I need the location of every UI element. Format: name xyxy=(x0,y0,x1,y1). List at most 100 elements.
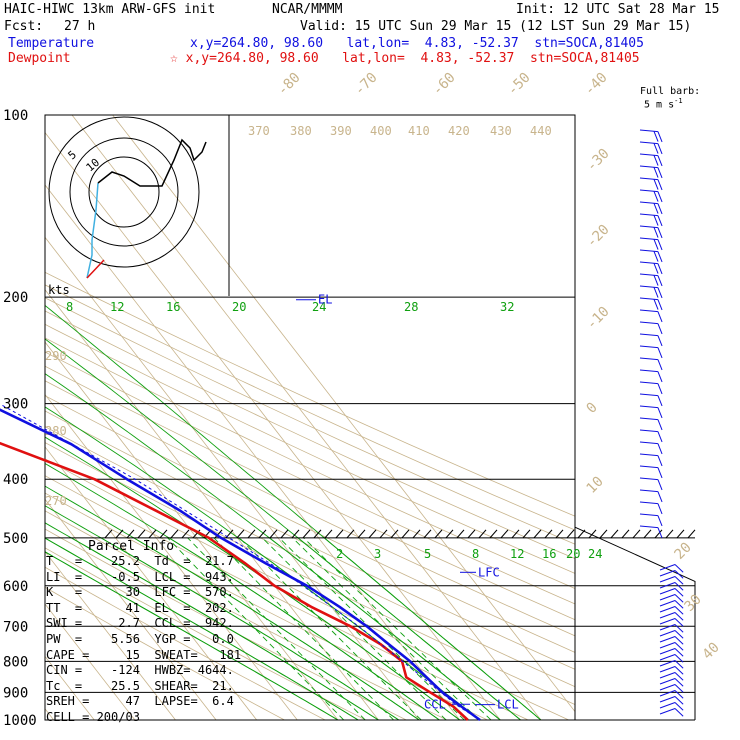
wind-barb xyxy=(659,702,684,711)
hatch-mark xyxy=(654,529,663,539)
wind-barb xyxy=(659,564,684,573)
hatch-mark xyxy=(148,529,157,539)
mixing-ratio-label: 12 xyxy=(110,300,124,314)
barb-flag xyxy=(653,287,659,298)
hatch-mark xyxy=(522,529,531,539)
barb-flag xyxy=(653,155,659,166)
barb-flag xyxy=(674,630,684,639)
dry-adiabat-line xyxy=(45,566,326,720)
wind-barb xyxy=(639,465,663,479)
barb-flag xyxy=(674,582,684,591)
hatch-mark xyxy=(302,529,311,539)
barb-staff xyxy=(639,333,658,337)
parcel-info-right xyxy=(140,710,154,724)
wind-barb xyxy=(639,429,663,443)
wind-barb xyxy=(639,501,663,515)
parcel-info-row: LI = -0.5 LCL = 943. xyxy=(46,570,261,586)
barb-staff xyxy=(639,441,658,445)
barb-flag xyxy=(657,395,663,407)
barb-staff xyxy=(659,588,676,595)
barb-flag xyxy=(653,275,659,286)
barb-flag xyxy=(653,131,659,142)
barb-flag xyxy=(657,335,663,347)
theta-label: 390 xyxy=(330,124,352,138)
barb-staff xyxy=(639,201,658,205)
barb-staff xyxy=(639,453,658,457)
wind-barb xyxy=(639,165,663,179)
wind-barb xyxy=(639,225,663,239)
hatch-mark xyxy=(291,529,300,539)
barb-flag xyxy=(674,678,684,687)
dewpoint-location: ☆ x,y=264.80, 98.60 lat,lon= 4.83, -52.3… xyxy=(170,51,640,66)
isotherm-line xyxy=(45,236,420,720)
temperature-profile xyxy=(0,408,481,722)
barb-flag xyxy=(657,503,663,515)
mixing-ratio-label: 32 xyxy=(500,300,514,314)
wind-barb xyxy=(639,525,663,539)
wind-barb xyxy=(659,594,684,603)
parcel-info-row: CIN = -124 HWBZ= 4644. xyxy=(46,663,261,679)
hatch-mark xyxy=(687,529,696,539)
barb-flag xyxy=(674,564,684,573)
barb-flag xyxy=(674,708,684,717)
level-markers: EL LFC LCL CCL xyxy=(296,293,519,712)
wind-barb xyxy=(639,201,663,215)
wind-barb xyxy=(659,570,684,579)
barb-flag xyxy=(674,570,684,579)
hatch-mark xyxy=(665,529,674,539)
barb-staff xyxy=(639,261,658,265)
wind-barb xyxy=(639,249,663,263)
hatch-mark xyxy=(434,529,443,539)
wind-barb xyxy=(639,321,663,335)
isotherm-label: -20 xyxy=(584,222,613,251)
wind-barb xyxy=(659,696,684,705)
barb-flag xyxy=(657,167,663,179)
model-title: HAIC-HIWC 13km ARW-GFS init xyxy=(4,2,216,17)
mixing-ratio-label: 20 xyxy=(232,300,246,314)
pressure-label: 300 xyxy=(3,397,28,413)
parcel-path xyxy=(0,403,481,721)
barb-flag xyxy=(657,191,663,203)
hatch-mark xyxy=(676,529,685,539)
hatch-mark xyxy=(412,529,421,539)
barb-flag xyxy=(653,263,659,274)
hodograph-trace-low xyxy=(86,182,99,279)
barb-staff xyxy=(639,165,658,169)
barb-flag xyxy=(657,407,663,419)
barb-flag xyxy=(653,143,659,154)
hatch-mark xyxy=(390,529,399,539)
barb-staff xyxy=(659,648,676,655)
pressure-label: 400 xyxy=(3,472,28,488)
parcel-info-right: HWBZ= 4644. xyxy=(139,663,234,678)
pressure-label: 600 xyxy=(3,579,28,595)
isotherm-label: 30 xyxy=(682,592,705,615)
barb-flag xyxy=(653,191,659,202)
wind-barb xyxy=(639,393,663,407)
parcel-info-left: K = 30 xyxy=(46,585,140,600)
barb-flag xyxy=(657,371,663,383)
barb-flag xyxy=(674,660,684,669)
isotherm-label: -60 xyxy=(430,70,459,99)
parcel-info-left: SWI = 2.7 xyxy=(46,616,140,631)
mixing-ratio-label: 5 xyxy=(424,547,431,561)
hodograph-ring-label: 10 xyxy=(84,156,103,174)
wind-barb xyxy=(659,606,684,615)
mixing-ratio-line xyxy=(303,537,492,720)
barb-flag xyxy=(657,527,663,539)
parcel-info-right: SHEAR= 21. xyxy=(139,678,234,693)
barb-staff xyxy=(639,129,658,133)
ccl-marker-label: CCL xyxy=(424,697,446,711)
barb-flag xyxy=(657,251,663,263)
barb-staff xyxy=(659,702,676,709)
isotherm-line xyxy=(45,131,501,720)
barb-staff xyxy=(659,696,676,703)
barb-flag xyxy=(674,666,684,675)
lower-frame-edge xyxy=(574,526,696,720)
barb-staff xyxy=(639,141,658,145)
dry-adiabat-line xyxy=(45,271,575,517)
barb-flag xyxy=(657,263,663,275)
hatch-mark xyxy=(247,529,256,539)
wind-barb xyxy=(639,477,663,491)
wind-barb xyxy=(639,489,663,503)
wind-barb xyxy=(639,177,663,191)
